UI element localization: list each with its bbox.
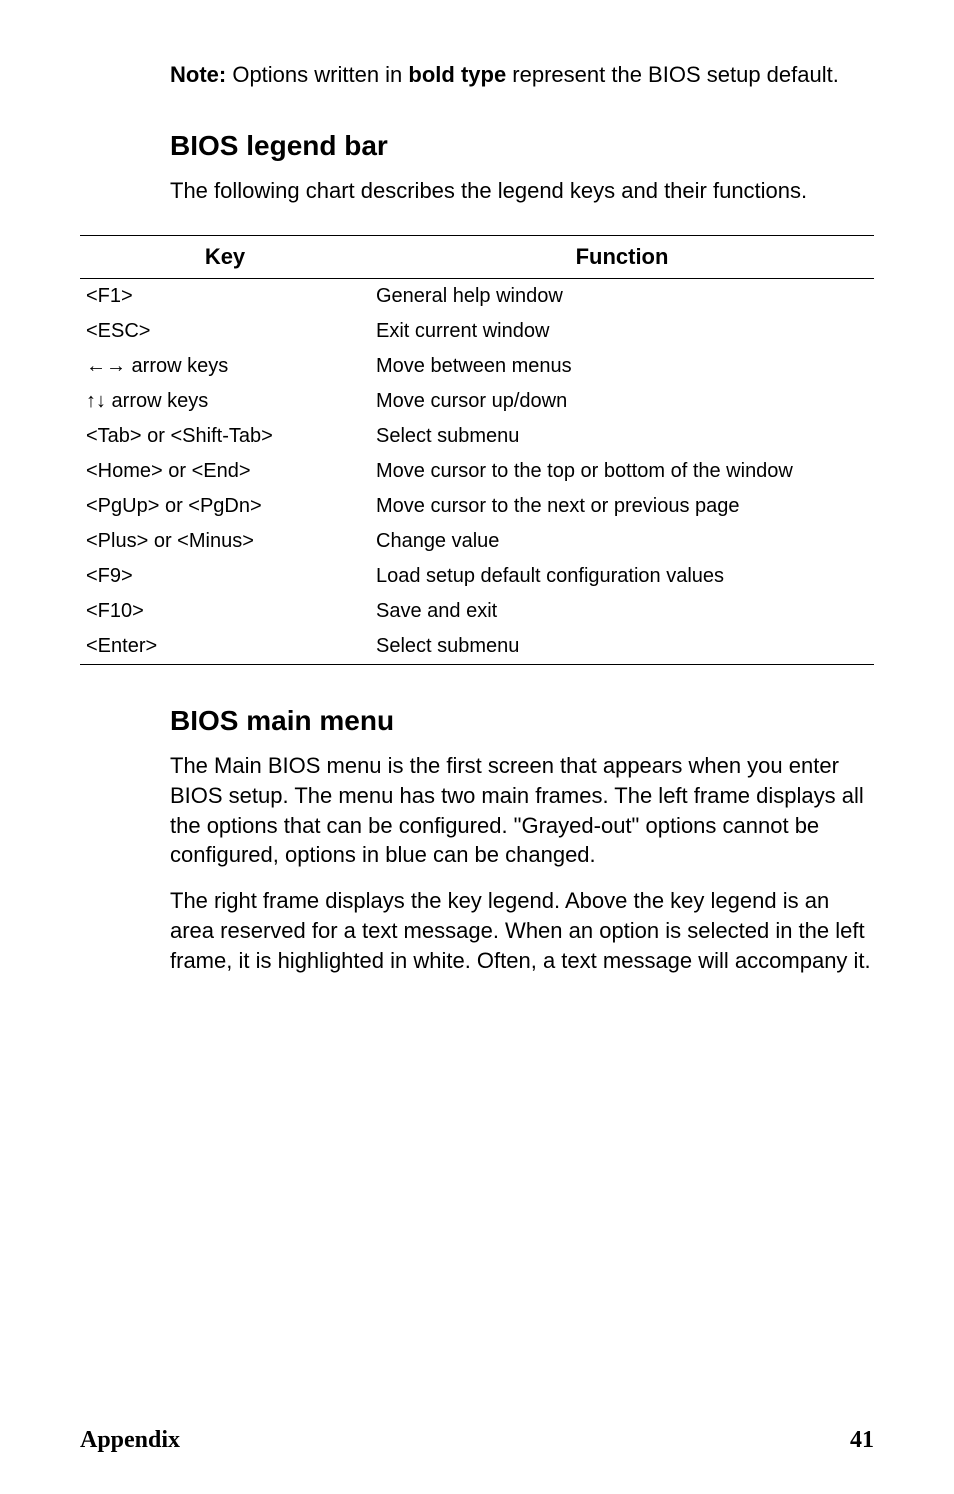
- footer-page-number: 41: [850, 1427, 874, 1454]
- table-row: <ESC> Exit current window: [80, 314, 874, 349]
- table-row: <F1> General help window: [80, 279, 874, 315]
- key-cell: <F9>: [80, 559, 370, 594]
- func-cell: Select submenu: [370, 629, 874, 665]
- note-text-pre: Options written in: [226, 62, 408, 87]
- func-cell: Load setup default configuration values: [370, 559, 874, 594]
- footer-section-name: Appendix: [80, 1427, 180, 1454]
- key-cell: <PgUp> or <PgDn>: [80, 489, 370, 524]
- table-row: <F10> Save and exit: [80, 594, 874, 629]
- func-cell: Move cursor to the top or bottom of the …: [370, 454, 874, 489]
- col-header-key: Key: [80, 236, 370, 279]
- key-cell: <Plus> or <Minus>: [80, 524, 370, 559]
- table-row: <F9> Load setup default configuration va…: [80, 559, 874, 594]
- legend-intro: The following chart describes the legend…: [170, 176, 874, 206]
- note-bold-phrase: bold type: [408, 62, 506, 87]
- col-header-function: Function: [370, 236, 874, 279]
- func-cell: Save and exit: [370, 594, 874, 629]
- key-cell: <Home> or <End>: [80, 454, 370, 489]
- table-row: ←→ arrow keys Move between menus: [80, 349, 874, 384]
- legend-table: Key Function <F1> General help window <E…: [80, 235, 874, 665]
- main-menu-para1: The Main BIOS menu is the first screen t…: [170, 751, 874, 870]
- key-cell: <ESC>: [80, 314, 370, 349]
- func-cell: Move cursor up/down: [370, 384, 874, 419]
- note-label: Note:: [170, 62, 226, 87]
- key-cell: <F10>: [80, 594, 370, 629]
- table-row: <Enter> Select submenu: [80, 629, 874, 665]
- key-cell: ↑↓ arrow keys: [80, 384, 370, 419]
- main-menu-para2: The right frame displays the key legend.…: [170, 886, 874, 975]
- func-cell: General help window: [370, 279, 874, 315]
- table-header-row: Key Function: [80, 236, 874, 279]
- func-cell: Select submenu: [370, 419, 874, 454]
- note-block: Note: Options written in bold type repre…: [170, 60, 874, 90]
- table-row: <Plus> or <Minus> Change value: [80, 524, 874, 559]
- func-cell: Exit current window: [370, 314, 874, 349]
- table-row: <PgUp> or <PgDn> Move cursor to the next…: [80, 489, 874, 524]
- page-footer: Appendix 41: [80, 1427, 874, 1454]
- note-text-post: represent the BIOS setup default.: [506, 62, 839, 87]
- key-cell: ←→ arrow keys: [80, 349, 370, 384]
- func-cell: Move cursor to the next or previous page: [370, 489, 874, 524]
- key-cell: <Enter>: [80, 629, 370, 665]
- main-menu-heading: BIOS main menu: [170, 705, 874, 737]
- legend-heading: BIOS legend bar: [170, 130, 874, 162]
- table-row: <Home> or <End> Move cursor to the top o…: [80, 454, 874, 489]
- key-cell: <Tab> or <Shift-Tab>: [80, 419, 370, 454]
- key-cell: <F1>: [80, 279, 370, 315]
- func-cell: Change value: [370, 524, 874, 559]
- table-row: <Tab> or <Shift-Tab> Select submenu: [80, 419, 874, 454]
- table-row: ↑↓ arrow keys Move cursor up/down: [80, 384, 874, 419]
- func-cell: Move between menus: [370, 349, 874, 384]
